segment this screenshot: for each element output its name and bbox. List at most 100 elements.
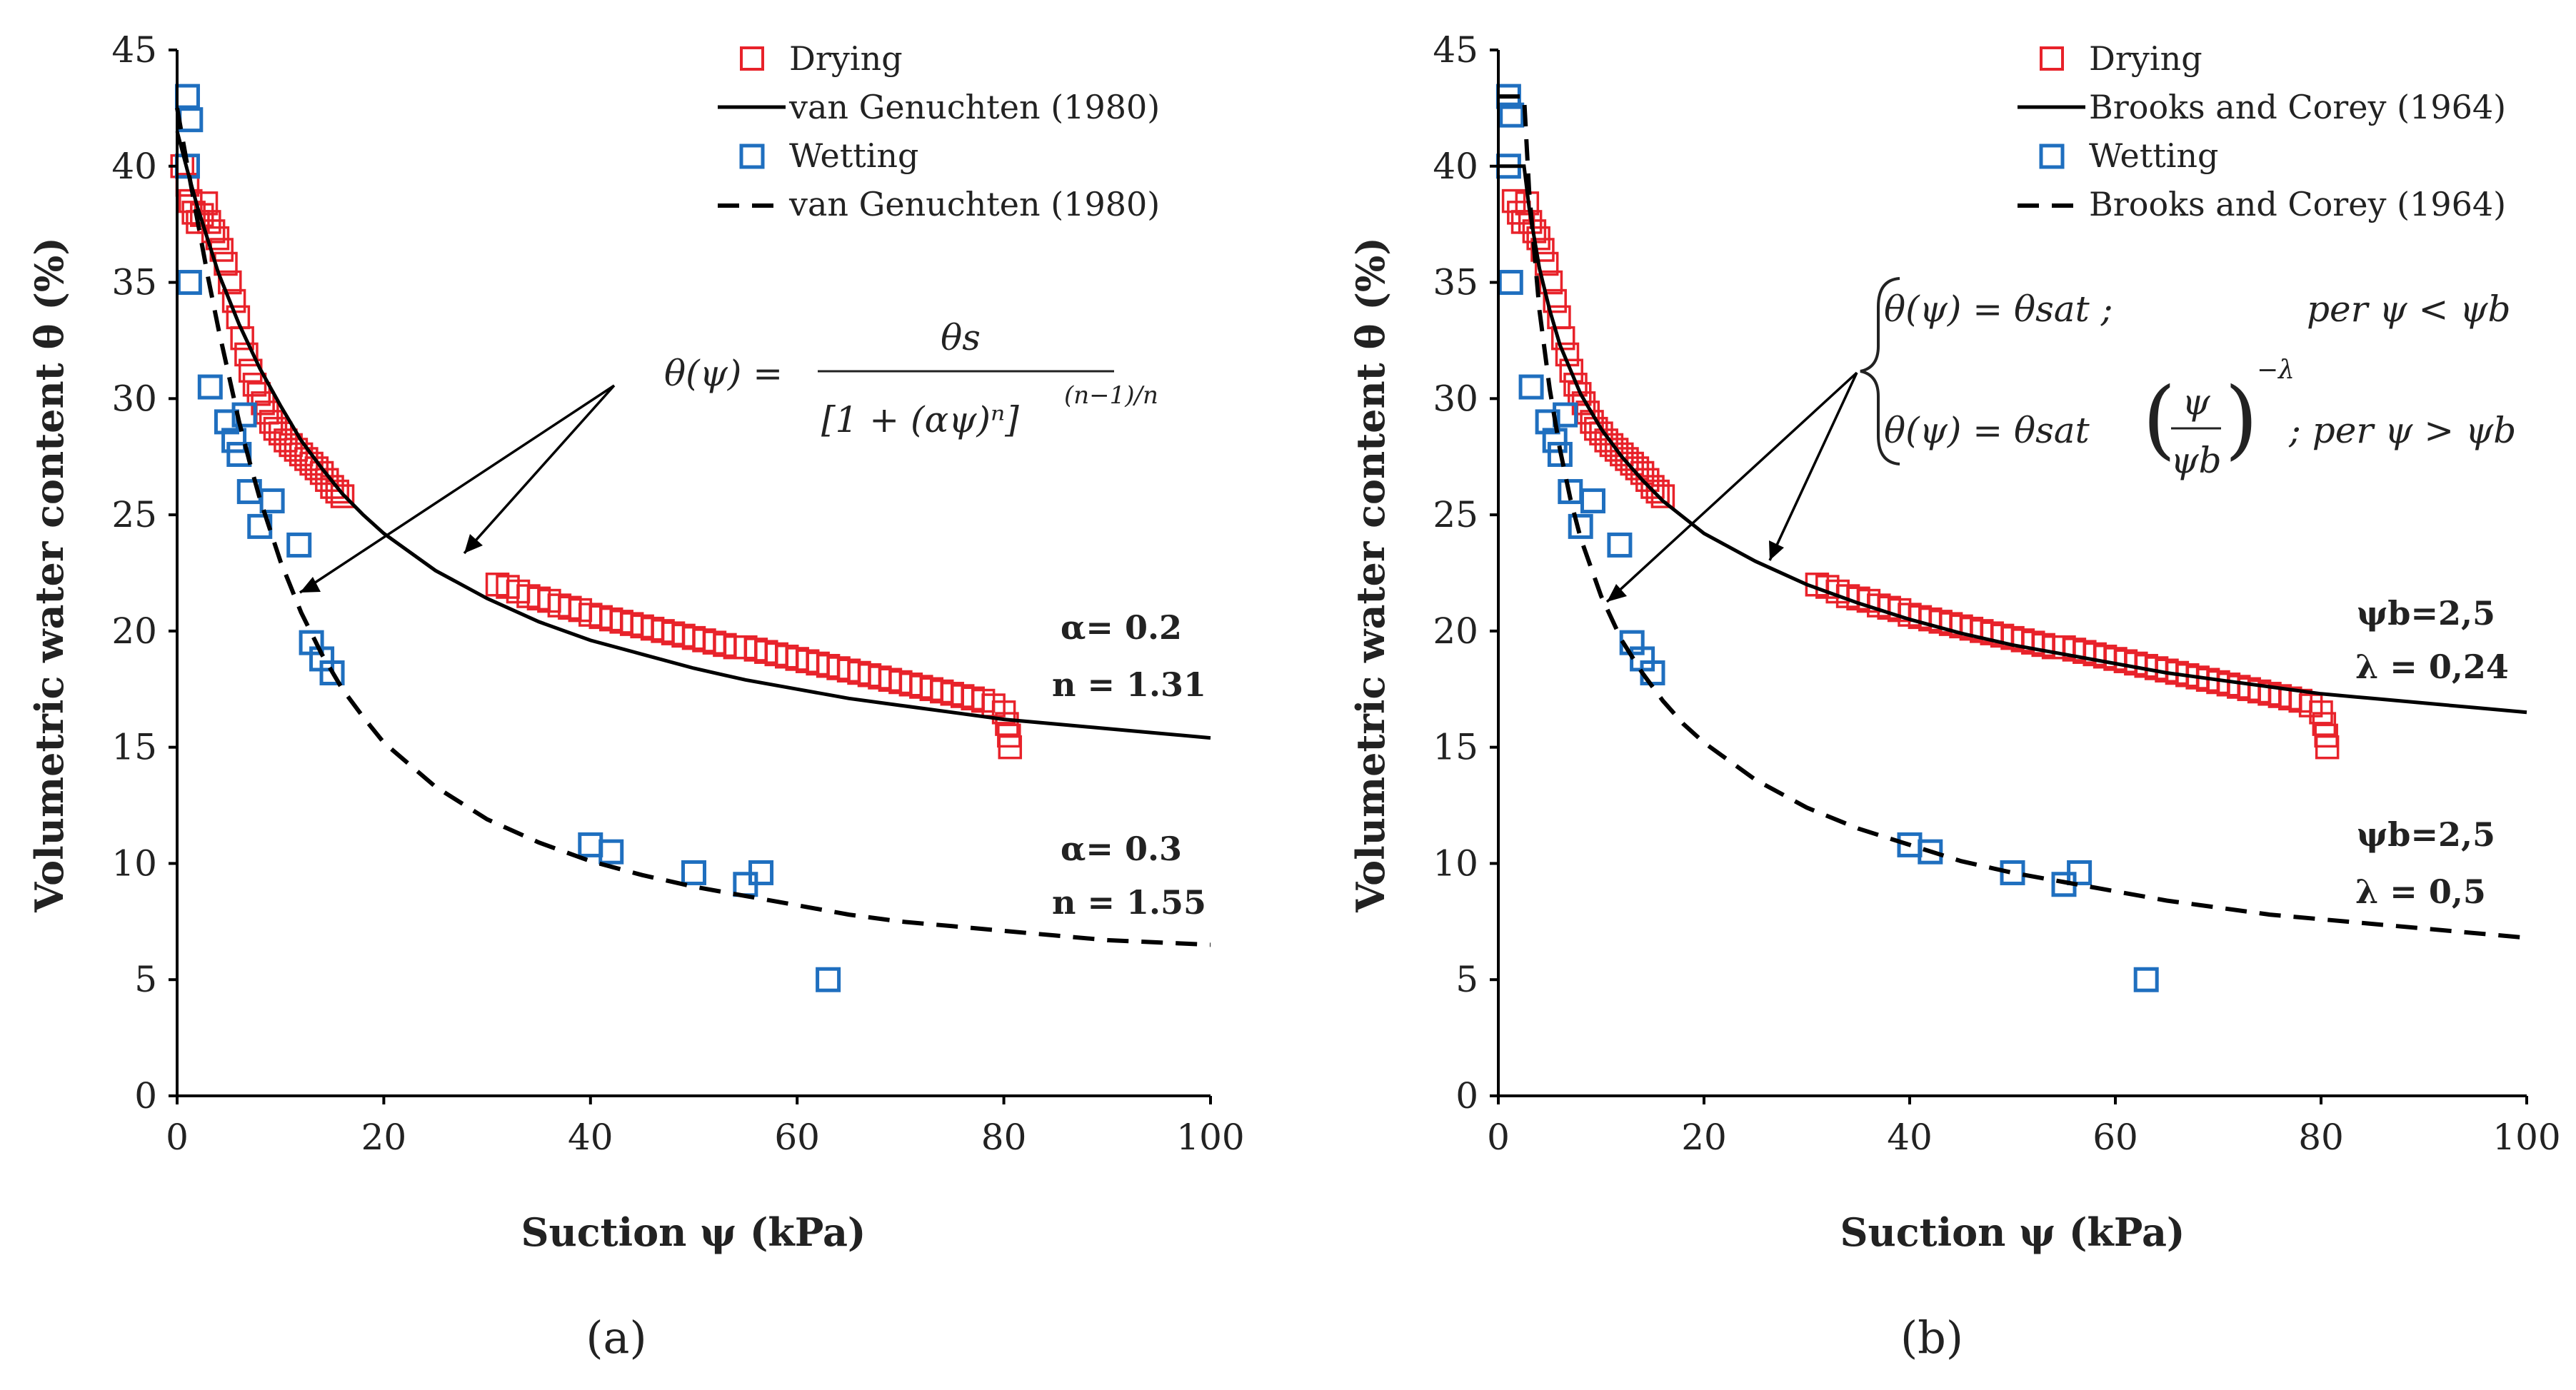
- legend-drying-label-b: Drying: [2089, 39, 2202, 78]
- wetting-point-a: [598, 839, 624, 865]
- drying-point-a: [242, 373, 267, 397]
- x-tick-label-b: 40: [1887, 1117, 1933, 1158]
- equation-arrows-b: [1605, 371, 1858, 603]
- wetting-point-b: [1535, 409, 1560, 435]
- wetting-point-a: [197, 374, 223, 400]
- y-tick-label-b: 0: [1455, 1075, 1478, 1117]
- wetting-point-b: [1568, 513, 1593, 539]
- drying-point-b: [1534, 251, 1559, 276]
- equation-brace-b: [1860, 277, 1900, 465]
- legend-bc-solid-label-b: Brooks and Corey (1964): [2089, 88, 2506, 126]
- drying-fit-line-b: [1498, 164, 2527, 715]
- x-tick-label-a: 100: [1176, 1117, 1244, 1158]
- drying-point-a: [181, 201, 206, 225]
- legend-wetting-label-b: Wetting: [2089, 136, 2219, 175]
- legend-wetting-label-a: Wetting: [789, 136, 919, 175]
- arrow-to-drying-fit-b: [1768, 372, 1858, 561]
- y-tick-label-a: 10: [111, 842, 157, 884]
- equation-frac-den-b: ψb: [2170, 440, 2221, 481]
- legend-wetting-marker-b: [2039, 143, 2065, 169]
- wetting-point-b: [1918, 839, 1943, 865]
- y-tick-label-b: 5: [1455, 959, 1478, 1000]
- legend-a: Drying van Genuchten (1980) Wetting van …: [718, 39, 1160, 223]
- x-tick-label-b: 20: [1681, 1117, 1727, 1158]
- equation-frac-num-b: ψ: [2182, 381, 2210, 423]
- wetting-point-a: [176, 270, 202, 296]
- wetting-point-a: [231, 402, 257, 428]
- x-ticks-a: 0 20 40 60 80 100: [166, 1096, 1245, 1158]
- wetting-point-b: [1547, 441, 1573, 467]
- drying-param-line2-b: λ = 0,24: [2355, 648, 2509, 686]
- y-tick-label-a: 20: [111, 610, 157, 652]
- drying-point-b: [1563, 373, 1588, 397]
- equation-line2-b: θ(ψ) = θsat: [1884, 410, 2090, 451]
- drying-points-a: [170, 154, 1023, 760]
- wetting-point-a: [178, 107, 204, 133]
- drying-param-line1-b: ψb=2,5: [2357, 594, 2495, 633]
- y-tick-label-b: 15: [1433, 727, 1478, 768]
- x-tick-label-b: 80: [2298, 1117, 2344, 1158]
- wetting-point-b: [1498, 270, 1523, 296]
- equation-denominator-a: [1 + (αψ)ⁿ]: [821, 399, 1019, 440]
- x-tick-label-a: 20: [361, 1117, 407, 1158]
- drying-point-b: [1543, 288, 1567, 313]
- y-tick-label-a: 0: [134, 1075, 157, 1117]
- arrow-to-wetting-fit-b: [1605, 371, 1858, 603]
- legend-wetting-marker-a: [739, 143, 765, 169]
- wetting-point-b: [2067, 860, 2093, 885]
- wetting-point-b: [2133, 967, 2159, 992]
- drying-param-line1-a: α= 0.2: [1061, 608, 1182, 647]
- drying-point-b: [1645, 479, 1670, 504]
- legend-drying-marker-a: [740, 46, 764, 71]
- drying-point-a: [201, 219, 226, 243]
- drying-point-b: [2315, 735, 2340, 760]
- equation-line1-b: θ(ψ) = θsat ;: [1884, 288, 2113, 330]
- x-tick-label-a: 60: [774, 1117, 820, 1158]
- equation-line1-condition-b: per ψ < ψb: [2307, 288, 2511, 330]
- equation-arrows-a: [299, 384, 616, 594]
- equation-lhs-a: θ(ψ) =: [664, 353, 783, 394]
- equation-paren-open-b: (: [2143, 370, 2176, 469]
- drying-point-a: [325, 479, 350, 504]
- y-tick-label-a: 45: [111, 29, 157, 71]
- drying-point-a: [246, 382, 271, 406]
- arrow-to-drying-fit-a: [463, 384, 616, 555]
- y-tick-label-b: 30: [1433, 378, 1478, 419]
- y-axis-title-a: Volumetric water content θ (%): [26, 237, 72, 913]
- x-tick-label-a: 80: [981, 1117, 1027, 1158]
- wetting-point-b: [1518, 374, 1544, 400]
- equation-line2-condition-b: ; per ψ > ψb: [2288, 410, 2516, 451]
- plot-area-a: [170, 84, 1211, 992]
- panel-label-b: (b): [1900, 1311, 1963, 1364]
- y-tick-label-a: 40: [111, 146, 157, 187]
- wetting-param-line1-a: α= 0.3: [1061, 830, 1182, 868]
- y-tick-label-a: 25: [111, 494, 157, 535]
- wetting-point-b: [1580, 488, 1605, 514]
- drying-param-line2-a: n = 1.31: [1052, 665, 1206, 704]
- wetting-points-b: [1495, 84, 2159, 992]
- wetting-fit-line-b: [1498, 94, 2527, 940]
- legend-drying-marker-b: [2040, 46, 2064, 71]
- panel-a: 0 5 10 15 20 25 30 35 40 45 0 20 40 60 80 100 Suction …: [26, 29, 1245, 1364]
- drying-point-b: [1650, 484, 1675, 508]
- y-tick-label-b: 10: [1433, 842, 1478, 884]
- arrowhead-drying-a: [464, 534, 483, 553]
- equation-exponent-a: (n−1)/n: [1064, 381, 1158, 410]
- wetting-param-line2-b: λ = 0,5: [2355, 872, 2486, 911]
- y-tick-label-a: 35: [111, 262, 157, 303]
- equation-line2-exponent-b: −λ: [2257, 356, 2295, 385]
- drying-point-b: [1568, 382, 1592, 406]
- y-axis-title-b: Volumetric water content θ (%): [1348, 237, 1393, 913]
- legend-vg-solid-label-a: van Genuchten (1980): [788, 88, 1160, 126]
- drying-point-a: [218, 270, 242, 295]
- drying-point-a: [998, 735, 1023, 760]
- x-axis-title-a: Suction ψ (kPa): [521, 1209, 866, 1255]
- y-tick-label-b: 25: [1433, 494, 1478, 535]
- wetting-point-a: [319, 660, 345, 685]
- wetting-point-b: [1607, 532, 1633, 558]
- x-tick-label-b: 100: [2492, 1117, 2560, 1158]
- x-axis-title-b: Suction ψ (kPa): [1840, 1209, 2185, 1255]
- equation-a: θ(ψ) = θs [1 + (αψ)ⁿ] (n−1)/n: [664, 317, 1158, 440]
- panel-b: 0 5 10 15 20 25 30 35 40 45 0 20 40 60 80 100 Suction …: [1348, 29, 2561, 1364]
- drying-fit-line-a: [175, 131, 1211, 740]
